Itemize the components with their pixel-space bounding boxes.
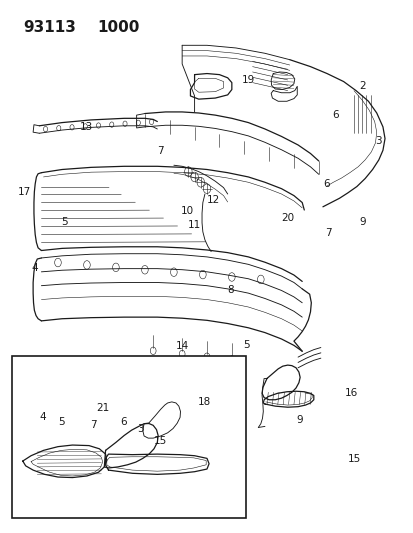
Text: 5: 5 — [58, 417, 64, 426]
Text: 13: 13 — [79, 122, 93, 132]
Text: 3: 3 — [137, 424, 144, 433]
Text: 9: 9 — [295, 415, 302, 425]
Text: 7: 7 — [157, 147, 164, 156]
Text: 5: 5 — [61, 217, 67, 227]
Text: 1000: 1000 — [97, 20, 139, 35]
Text: 4: 4 — [39, 412, 46, 422]
Text: 5: 5 — [242, 341, 249, 350]
Text: 18: 18 — [198, 398, 211, 407]
Text: 17: 17 — [18, 187, 31, 197]
Text: 6: 6 — [323, 180, 330, 189]
Text: 6: 6 — [120, 417, 126, 427]
Text: 21: 21 — [96, 403, 109, 413]
Text: 12: 12 — [206, 195, 219, 205]
Text: 19: 19 — [241, 76, 254, 85]
Text: 93113: 93113 — [23, 20, 76, 35]
Text: 7: 7 — [90, 420, 96, 430]
Text: 8: 8 — [227, 285, 234, 295]
Text: 10: 10 — [180, 206, 194, 216]
Text: 6: 6 — [331, 110, 338, 120]
Text: 20: 20 — [281, 213, 294, 223]
Text: 3: 3 — [375, 136, 381, 146]
Text: 2: 2 — [358, 82, 365, 91]
Text: 16: 16 — [344, 389, 357, 398]
Text: 14: 14 — [175, 341, 188, 351]
Text: 15: 15 — [154, 437, 167, 446]
Text: 7: 7 — [324, 229, 331, 238]
Text: 9: 9 — [358, 217, 365, 227]
Text: 15: 15 — [347, 455, 360, 464]
Bar — [12, 356, 245, 518]
Text: 11: 11 — [187, 221, 200, 230]
Text: 4: 4 — [32, 263, 38, 273]
